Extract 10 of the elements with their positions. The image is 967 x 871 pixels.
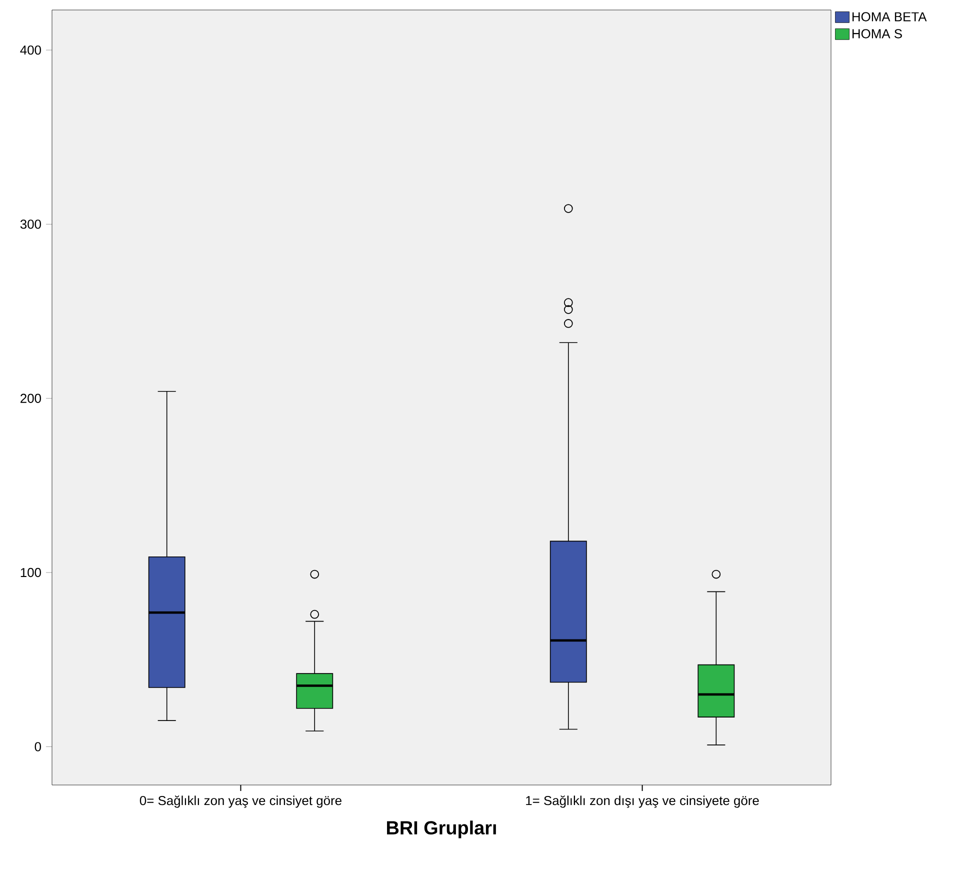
y-tick-label: 400 <box>20 45 41 55</box>
x-tick-label: 0= Sağlıklı zon yaş ve cinsiyet göre <box>140 796 342 808</box>
legend-label: HOMA BETA <box>852 12 927 22</box>
x-axis-title: BRI Grupları <box>387 820 496 838</box>
x-tick-label: 1= Sağlıklı zon dışı yaş ve cinsiyete göre <box>526 796 759 808</box>
y-tick-label: 100 <box>20 568 41 578</box>
y-tick-label: 200 <box>20 394 41 403</box>
y-tick-label: 300 <box>20 220 41 229</box>
y-tick-label: 0 <box>34 742 42 752</box>
legend-label: HOMA S <box>852 29 902 38</box>
